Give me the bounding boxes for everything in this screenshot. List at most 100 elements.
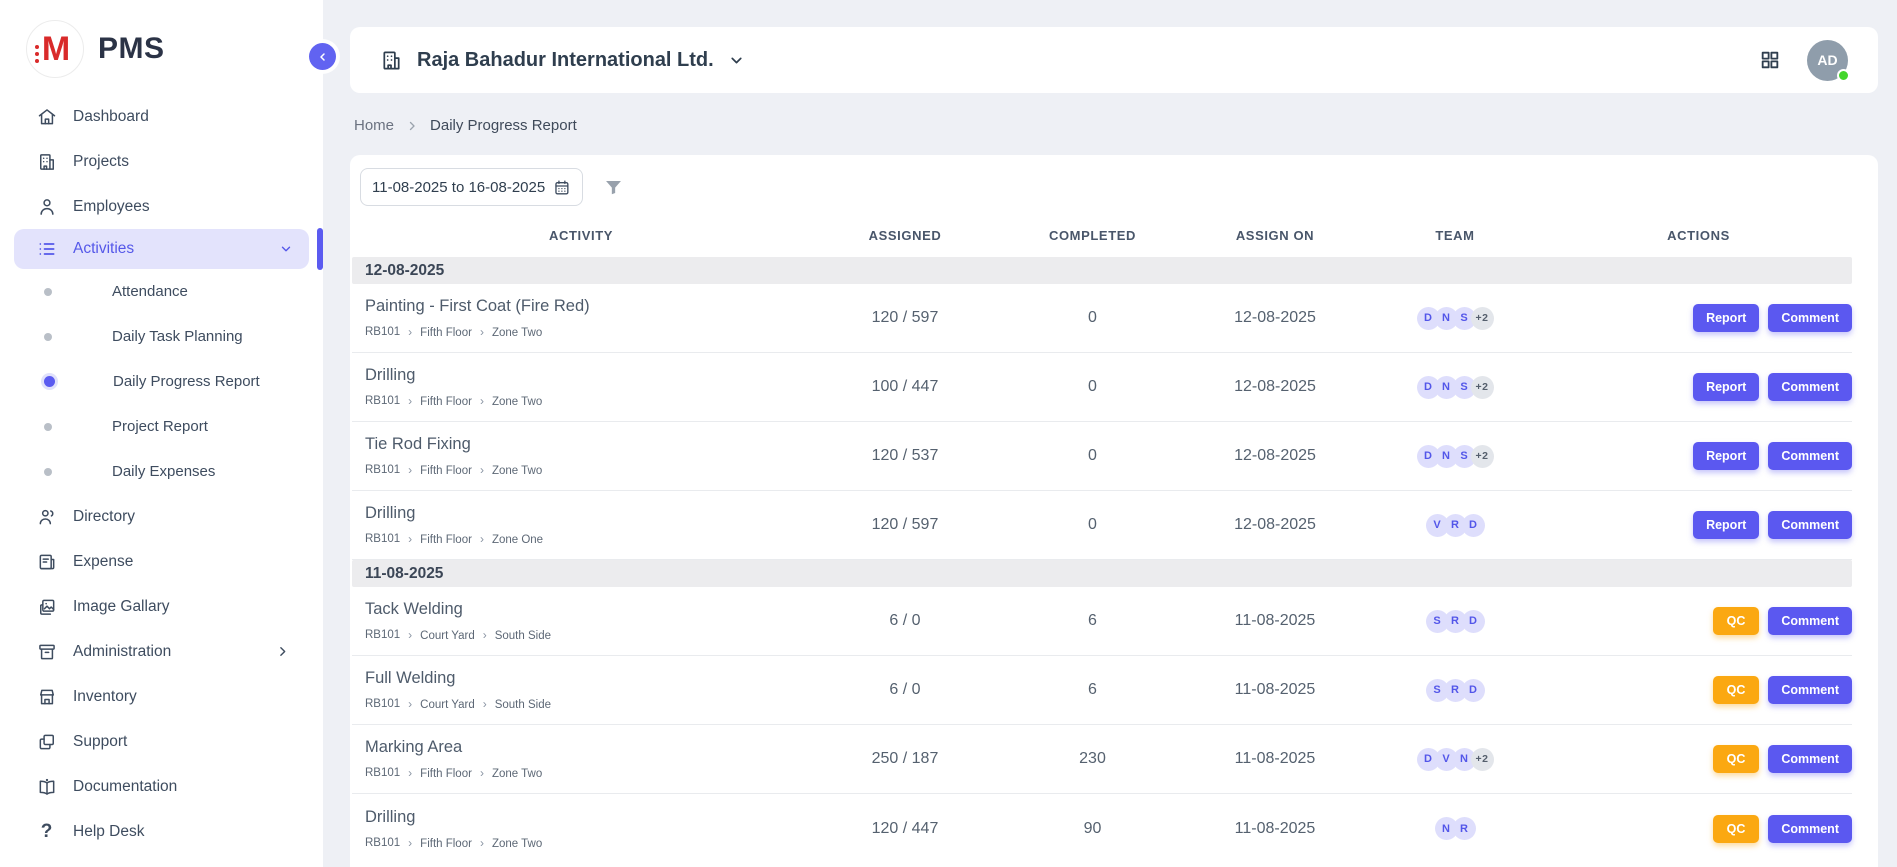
chevron-down-icon bbox=[728, 52, 745, 69]
team-avatars[interactable]: SRD bbox=[1365, 610, 1545, 633]
comment-button[interactable]: Comment bbox=[1768, 373, 1852, 401]
building-icon bbox=[36, 151, 57, 172]
sidebar-nav: Dashboard Projects Employees Activities bbox=[0, 94, 323, 854]
sidebar-item-daily-expenses[interactable]: Daily Expenses bbox=[0, 449, 323, 494]
table-row: Painting - First Coat (Fire Red) RB101Fi… bbox=[352, 284, 1852, 353]
activity-path: RB101Court YardSouth Side bbox=[365, 628, 810, 642]
chevron-down-icon bbox=[279, 242, 293, 256]
assigned-value: 120 / 447 bbox=[810, 820, 1000, 838]
report-button[interactable]: Report bbox=[1693, 373, 1759, 401]
sidebar-item-label: Administration bbox=[73, 643, 171, 661]
activity-path: RB101Fifth FloorZone Two bbox=[365, 394, 810, 408]
sidebar-item-attendance[interactable]: Attendance bbox=[0, 269, 323, 314]
comment-button[interactable]: Comment bbox=[1768, 676, 1852, 704]
qc-button[interactable]: QC bbox=[1713, 745, 1760, 773]
user-avatar[interactable]: AD bbox=[1807, 40, 1848, 81]
apps-grid-icon[interactable] bbox=[1759, 49, 1781, 71]
app-name: PMS bbox=[98, 32, 165, 66]
list-icon bbox=[36, 239, 57, 260]
sidebar-item-image-gallery[interactable]: Image Gallary bbox=[0, 584, 323, 629]
person-icon bbox=[36, 196, 57, 217]
sidebar-item-dashboard[interactable]: Dashboard bbox=[0, 94, 323, 139]
breadcrumb: Home Daily Progress Report bbox=[354, 117, 577, 134]
sidebar-item-projects[interactable]: Projects bbox=[0, 139, 323, 184]
team-avatar-more: +2 bbox=[1471, 748, 1494, 771]
comment-button[interactable]: Comment bbox=[1768, 745, 1852, 773]
archive-icon bbox=[36, 641, 57, 662]
assign-on-value: 11-08-2025 bbox=[1185, 681, 1365, 699]
assign-on-value: 12-08-2025 bbox=[1185, 447, 1365, 465]
sidebar-item-label: Help Desk bbox=[73, 823, 145, 841]
completed-value: 0 bbox=[1000, 516, 1185, 534]
team-avatars[interactable]: SRD bbox=[1365, 679, 1545, 702]
assigned-value: 120 / 537 bbox=[810, 447, 1000, 465]
qc-button[interactable]: QC bbox=[1713, 815, 1760, 843]
report-button[interactable]: Report bbox=[1693, 511, 1759, 539]
sidebar-item-label: Directory bbox=[73, 508, 135, 526]
team-avatars[interactable]: DNS+2 bbox=[1365, 307, 1545, 330]
assigned-value: 6 / 0 bbox=[810, 612, 1000, 630]
activity-title: Tack Welding bbox=[365, 600, 810, 619]
building-icon bbox=[380, 49, 403, 72]
daily-progress-report-panel: 11-08-2025 to 16-08-2025 ACTIVITY ASSIGN… bbox=[350, 155, 1878, 867]
app-logo: M PMS bbox=[26, 20, 323, 78]
qc-button[interactable]: QC bbox=[1713, 607, 1760, 635]
bullet-icon bbox=[44, 468, 52, 476]
team-avatars[interactable]: DNS+2 bbox=[1365, 376, 1545, 399]
team-avatar-more: +2 bbox=[1471, 445, 1494, 468]
activity-path: RB101Fifth FloorZone Two bbox=[365, 766, 810, 780]
sidebar-item-daily-progress-report[interactable]: Daily Progress Report bbox=[0, 359, 323, 404]
report-button[interactable]: Report bbox=[1693, 442, 1759, 470]
date-range-input[interactable]: 11-08-2025 to 16-08-2025 bbox=[360, 168, 583, 206]
comment-button[interactable]: Comment bbox=[1768, 815, 1852, 843]
team-avatars[interactable]: DVN+2 bbox=[1365, 748, 1545, 771]
sidebar-item-administration[interactable]: Administration bbox=[0, 629, 323, 674]
team-avatars[interactable]: DNS+2 bbox=[1365, 445, 1545, 468]
sidebar-item-activities[interactable]: Activities bbox=[14, 229, 309, 269]
breadcrumb-home[interactable]: Home bbox=[354, 117, 394, 134]
table-row: Tie Rod Fixing RB101Fifth FloorZone Two … bbox=[352, 422, 1852, 491]
sidebar-item-inventory[interactable]: Inventory bbox=[0, 674, 323, 719]
sidebar-item-directory[interactable]: Directory bbox=[0, 494, 323, 539]
sidebar-item-label: Support bbox=[73, 733, 127, 751]
sidebar: M PMS Dashboard Projects Employees bbox=[0, 0, 323, 867]
sidebar-item-employees[interactable]: Employees bbox=[0, 184, 323, 229]
comment-button[interactable]: Comment bbox=[1768, 511, 1852, 539]
company-name: Raja Bahadur International Ltd. bbox=[417, 49, 714, 72]
bullet-icon-active bbox=[44, 376, 55, 387]
comment-button[interactable]: Comment bbox=[1768, 304, 1852, 332]
report-button[interactable]: Report bbox=[1693, 304, 1759, 332]
sidebar-item-project-report[interactable]: Project Report bbox=[0, 404, 323, 449]
sidebar-collapse-button[interactable] bbox=[309, 43, 336, 70]
people-icon bbox=[36, 506, 57, 527]
qc-button[interactable]: QC bbox=[1713, 676, 1760, 704]
table-row: Marking Area RB101Fifth FloorZone Two 25… bbox=[352, 725, 1852, 794]
sidebar-item-label: Image Gallary bbox=[73, 598, 169, 616]
completed-value: 6 bbox=[1000, 681, 1185, 699]
sidebar-item-help-desk[interactable]: ? Help Desk bbox=[0, 809, 323, 854]
activity-title: Marking Area bbox=[365, 738, 810, 757]
top-header: Raja Bahadur International Ltd. AD bbox=[350, 27, 1878, 93]
team-avatar: D bbox=[1462, 610, 1485, 633]
sidebar-item-label: Projects bbox=[73, 153, 129, 171]
activity-title: Tie Rod Fixing bbox=[365, 435, 810, 454]
company-selector[interactable]: Raja Bahadur International Ltd. bbox=[380, 49, 745, 72]
assigned-value: 100 / 447 bbox=[810, 378, 1000, 396]
breadcrumb-current: Daily Progress Report bbox=[430, 117, 577, 134]
filter-funnel-icon[interactable] bbox=[603, 177, 624, 198]
team-avatars[interactable]: VRD bbox=[1365, 514, 1545, 537]
table-row: Drilling RB101Fifth FloorZone Two 120 / … bbox=[352, 794, 1852, 863]
bullet-icon bbox=[44, 288, 52, 296]
logo-icon: M bbox=[26, 20, 84, 78]
sidebar-item-support[interactable]: Support bbox=[0, 719, 323, 764]
team-avatars[interactable]: NR bbox=[1365, 817, 1545, 840]
comment-button[interactable]: Comment bbox=[1768, 607, 1852, 635]
table-row: Drilling RB101Fifth FloorZone Two 100 / … bbox=[352, 353, 1852, 422]
table-row: Drilling RB101Fifth FloorZone One 120 / … bbox=[352, 491, 1852, 560]
sidebar-item-label: Activities bbox=[73, 240, 134, 258]
sidebar-item-daily-task-planning[interactable]: Daily Task Planning bbox=[0, 314, 323, 359]
activity-path: RB101Fifth FloorZone Two bbox=[365, 836, 810, 850]
sidebar-item-documentation[interactable]: Documentation bbox=[0, 764, 323, 809]
comment-button[interactable]: Comment bbox=[1768, 442, 1852, 470]
sidebar-item-expense[interactable]: Expense bbox=[0, 539, 323, 584]
